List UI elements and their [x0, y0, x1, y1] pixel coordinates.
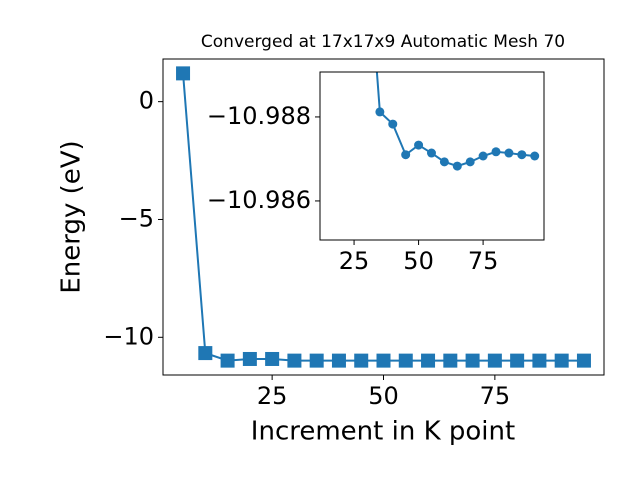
data-point — [287, 353, 302, 368]
y-tick-label: −10 — [103, 322, 154, 350]
data-point — [478, 151, 488, 161]
chart-title: Converged at 17x17x9 Automatic Mesh 70 — [201, 32, 565, 52]
axes-frame — [319, 71, 545, 241]
data-point — [465, 157, 475, 167]
data-point — [198, 346, 213, 361]
x-tick-label: 75 — [468, 247, 499, 275]
data-point — [401, 150, 411, 160]
x-tick-label: 25 — [339, 247, 370, 275]
x-tick-label: 50 — [368, 382, 399, 410]
data-point — [443, 353, 458, 368]
x-tick-label: 50 — [403, 247, 434, 275]
y-axis-label: Energy (eV) — [57, 140, 87, 293]
plot-area — [176, 66, 591, 368]
data-point — [465, 353, 480, 368]
data-point — [375, 107, 385, 117]
data-point — [242, 351, 257, 366]
data-point — [421, 353, 436, 368]
y-tick-label: 0 — [139, 87, 154, 115]
y-tick-label: −5 — [119, 204, 154, 232]
data-point — [452, 161, 462, 171]
data-point — [426, 148, 436, 158]
x-tick-label: 25 — [257, 382, 288, 410]
y-tick-label: −10.988 — [207, 102, 311, 130]
data-point — [176, 66, 191, 81]
data-point — [309, 353, 324, 368]
data-point — [376, 353, 391, 368]
y-tick-label: −10.986 — [207, 186, 311, 214]
data-point — [554, 353, 569, 368]
data-point — [439, 157, 449, 167]
data-point — [265, 351, 280, 366]
x-tick-label: 75 — [480, 382, 511, 410]
data-point — [331, 353, 346, 368]
data-point — [491, 147, 501, 157]
data-point — [504, 148, 514, 158]
data-point — [532, 353, 547, 368]
x-axis-label: Increment in K point — [251, 417, 515, 447]
data-point — [510, 353, 525, 368]
plot-area — [375, 72, 540, 171]
data-point — [220, 353, 235, 368]
data-point — [388, 119, 398, 129]
data-point — [517, 150, 527, 160]
data-point — [530, 151, 540, 161]
data-point — [398, 353, 413, 368]
data-point — [487, 353, 502, 368]
data-point — [576, 353, 591, 368]
data-point — [354, 353, 369, 368]
data-point — [414, 140, 424, 150]
